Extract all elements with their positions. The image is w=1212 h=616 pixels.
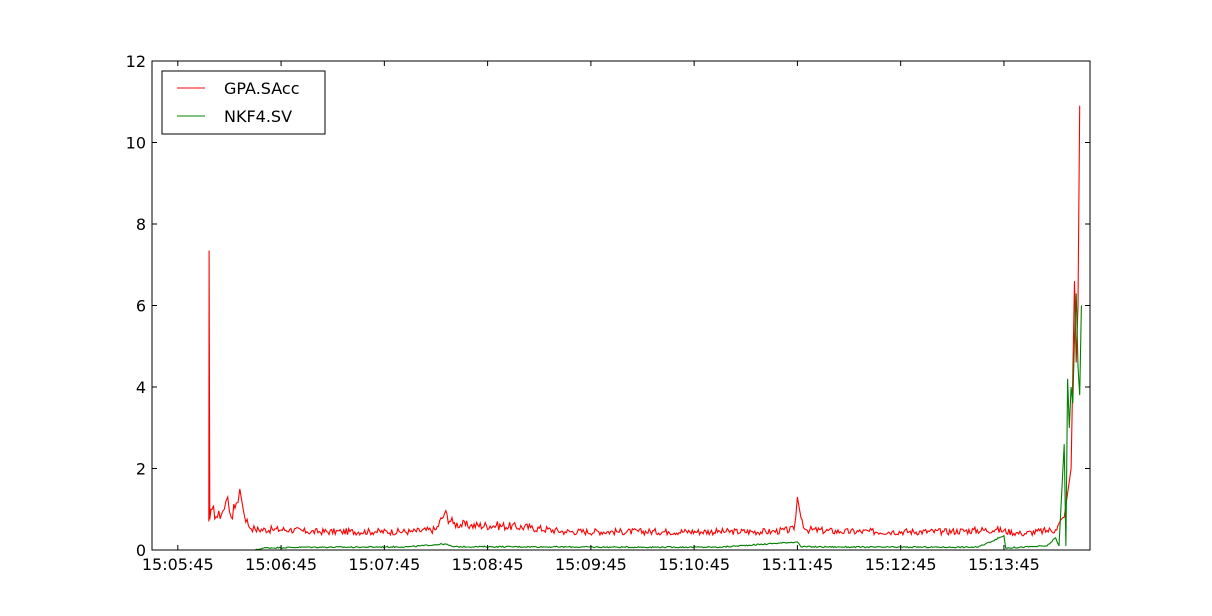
x-tick-label: 15:10:45 xyxy=(658,555,730,574)
ticks-layer: 0 2 4 6 8 10 12 15:05:45 15:06:45 15:07:45 15:08:4… xyxy=(126,52,1090,574)
legend-box xyxy=(161,70,326,135)
series-line-gpa-sacc xyxy=(208,105,1081,538)
x-tick-label: 15:05:45 xyxy=(142,555,214,574)
series-line-nkf4-sv xyxy=(177,293,1082,551)
legend-label-gpa-sacc: GPA.SAcc xyxy=(224,79,299,98)
y-tick-label: 6 xyxy=(136,297,146,316)
x-tick-label: 15:09:45 xyxy=(555,555,627,574)
series-layer xyxy=(177,105,1082,551)
x-tick-label: 15:13:45 xyxy=(968,555,1040,574)
plot-area xyxy=(152,61,1090,550)
y-tick-label: 4 xyxy=(136,378,146,397)
x-tick-label: 15:12:45 xyxy=(865,555,937,574)
x-tick-label: 15:07:45 xyxy=(348,555,420,574)
x-tick-label: 15:11:45 xyxy=(761,555,833,574)
x-tick-label: 15:08:45 xyxy=(452,555,524,574)
y-tick-label: 12 xyxy=(126,52,146,71)
y-tick-label: 10 xyxy=(126,134,146,153)
legend-label-nkf4-sv: NKF4.SV xyxy=(224,107,292,126)
x-tick-label: 15:06:45 xyxy=(245,555,317,574)
legend: GPA.SAcc NKF4.SV xyxy=(161,70,326,135)
y-tick-label: 0 xyxy=(136,541,146,560)
y-tick-label: 8 xyxy=(136,215,146,234)
y-tick-label: 2 xyxy=(136,460,146,479)
